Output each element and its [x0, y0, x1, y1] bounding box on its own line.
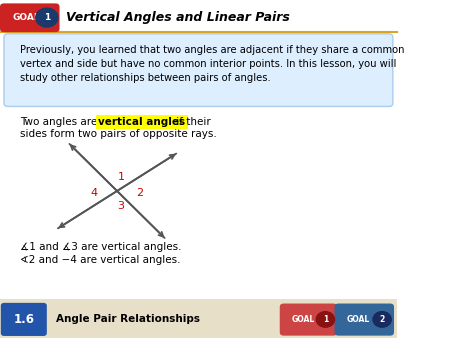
- FancyBboxPatch shape: [0, 299, 397, 338]
- Text: 2: 2: [379, 315, 385, 324]
- Circle shape: [316, 312, 334, 327]
- FancyBboxPatch shape: [280, 304, 338, 336]
- Text: GOAL: GOAL: [292, 315, 315, 324]
- FancyBboxPatch shape: [334, 304, 394, 336]
- Text: Two angles are: Two angles are: [20, 117, 100, 127]
- FancyBboxPatch shape: [1, 303, 47, 336]
- Text: ∢2 and −4 are vertical angles.: ∢2 and −4 are vertical angles.: [20, 255, 180, 265]
- FancyBboxPatch shape: [4, 34, 393, 106]
- Text: 4: 4: [91, 188, 98, 198]
- Text: 2: 2: [136, 188, 143, 198]
- Circle shape: [373, 312, 391, 327]
- Text: 1: 1: [44, 13, 50, 22]
- Text: GOAL: GOAL: [347, 315, 370, 324]
- Circle shape: [36, 8, 58, 27]
- Text: Previously, you learned that two angles are adjacent if they share a common
vert: Previously, you learned that two angles …: [20, 45, 405, 83]
- Text: 1: 1: [323, 315, 328, 324]
- Text: if their: if their: [173, 117, 211, 127]
- Text: ∡1 and ∡3 are vertical angles.: ∡1 and ∡3 are vertical angles.: [20, 242, 181, 252]
- Text: 1: 1: [118, 171, 125, 182]
- Text: sides form two pairs of opposite rays.: sides form two pairs of opposite rays.: [20, 129, 216, 139]
- Text: Vertical Angles and Linear Pairs: Vertical Angles and Linear Pairs: [66, 11, 290, 24]
- Text: 1.6: 1.6: [14, 313, 34, 326]
- FancyBboxPatch shape: [0, 3, 59, 32]
- Text: vertical angles: vertical angles: [99, 117, 185, 127]
- Text: 3: 3: [117, 201, 124, 211]
- Text: GOAL: GOAL: [13, 13, 40, 22]
- Text: Angle Pair Relationships: Angle Pair Relationships: [55, 314, 199, 324]
